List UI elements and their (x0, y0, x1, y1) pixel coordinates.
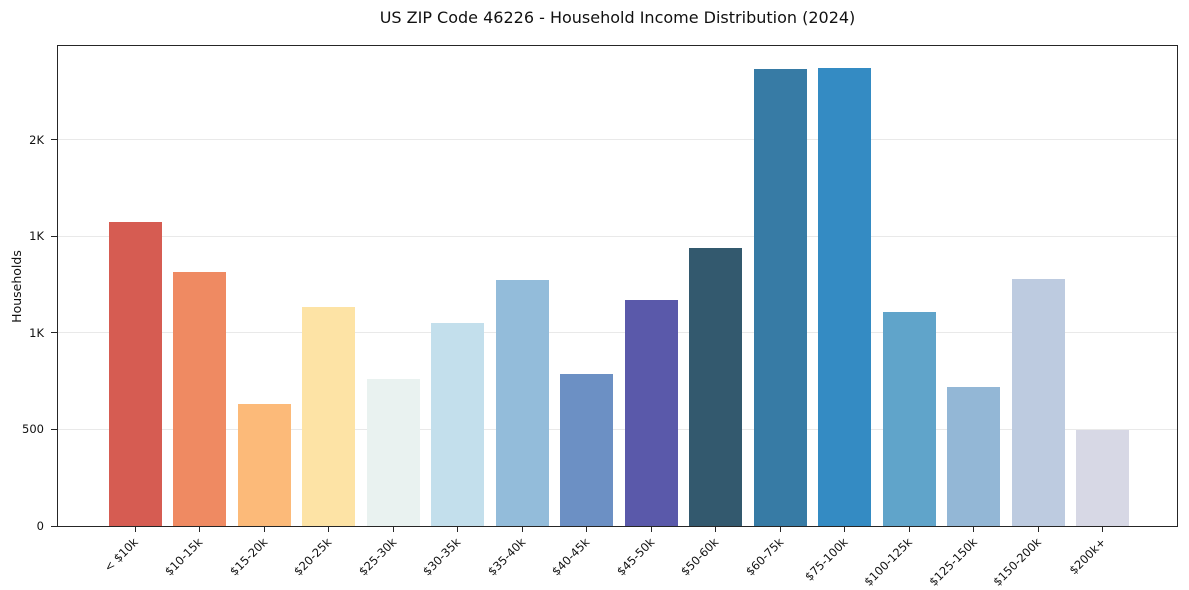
y-tick-label: 1K (29, 229, 44, 244)
bar (753, 69, 807, 526)
x-tick-mark (521, 527, 523, 532)
x-tick-label: $45-50k (613, 535, 658, 579)
y-axis-label: Households (8, 249, 24, 323)
bar (366, 379, 420, 526)
x-tick-mark (263, 527, 265, 532)
x-tick-label: $10-15k (162, 535, 206, 579)
y-tick-mark (51, 428, 57, 430)
x-tick-mark (134, 527, 136, 532)
x-tick-label: $75-100k (802, 535, 851, 584)
x-tick-label: $30-35k (420, 535, 464, 579)
y-tick-label: 2K (29, 132, 44, 147)
x-tick-label: $20-25k (291, 535, 335, 579)
y-tick-mark (51, 235, 57, 237)
x-tick-mark (779, 527, 781, 532)
bar (1076, 430, 1130, 526)
x-tick-mark (973, 527, 975, 532)
plot-area (57, 45, 1178, 527)
y-axis-label-wrap: Households (2, 45, 30, 527)
bar (947, 387, 1001, 526)
x-tick-mark (715, 527, 717, 532)
bar (882, 311, 936, 526)
y-gridline (58, 428, 1177, 430)
bar (560, 374, 614, 526)
x-tick-mark (1037, 527, 1039, 532)
bar (495, 279, 549, 526)
y-tick-mark (51, 332, 57, 334)
x-tick-mark (586, 527, 588, 532)
x-tick-mark (650, 527, 652, 532)
y-tick-label: 0 (36, 519, 44, 533)
x-tick-mark (457, 527, 459, 532)
bar (624, 300, 678, 526)
y-tick-label: 500 (22, 422, 44, 437)
bar (302, 306, 356, 526)
y-gridline (58, 139, 1177, 141)
x-tick-label: $35-40k (484, 535, 529, 579)
bar (1011, 278, 1065, 526)
x-tick-label: < $10k (101, 535, 142, 575)
x-tick-label: $200k+ (1066, 535, 1109, 578)
x-tick-label: $150-200k (990, 535, 1045, 589)
x-tick-mark (328, 527, 330, 532)
x-tick-mark (199, 527, 201, 532)
bar (689, 248, 743, 526)
x-tick-label: $100-125k (861, 535, 916, 589)
x-tick-mark (392, 527, 394, 532)
bar (818, 68, 872, 526)
y-tick-label: 1K (29, 325, 44, 340)
y-gridline (58, 332, 1177, 334)
x-tick-label: $15-20k (226, 535, 271, 579)
chart-title: US ZIP Code 46226 - Household Income Dis… (379, 8, 856, 27)
x-tick-label: $25-30k (355, 535, 400, 579)
x-tick-label: $50-60k (678, 535, 722, 579)
x-tick-label: $125-150k (925, 535, 980, 589)
bar (173, 272, 227, 526)
x-tick-label: $60-75k (742, 535, 787, 579)
y-tick-mark (51, 139, 57, 141)
x-tick-mark (1102, 527, 1104, 532)
bar (237, 404, 291, 526)
bar (431, 323, 485, 526)
y-tick-mark (51, 525, 57, 527)
bar (108, 221, 162, 526)
x-tick-mark (908, 527, 910, 532)
x-tick-mark (844, 527, 846, 532)
y-gridline (58, 235, 1177, 237)
x-tick-label: $40-45k (549, 535, 593, 579)
